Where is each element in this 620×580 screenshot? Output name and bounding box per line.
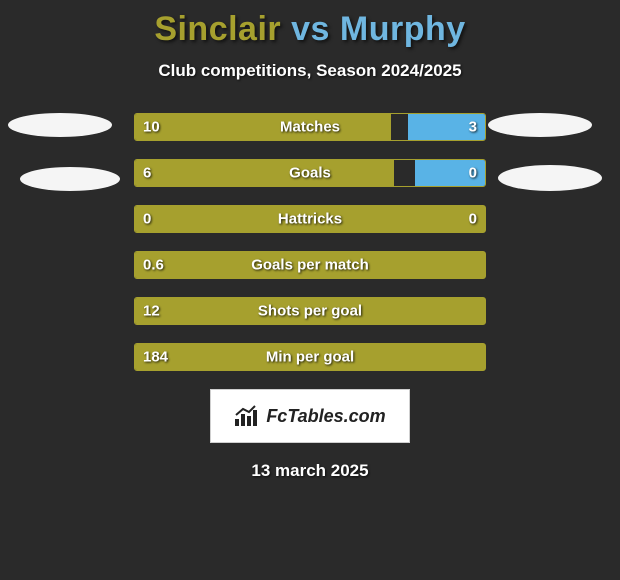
vs-label: vs: [291, 10, 330, 48]
player2-name: Murphy: [340, 10, 466, 48]
stat-value-right: 3: [469, 119, 477, 136]
comparison-title: Sinclair vs Murphy: [0, 0, 620, 49]
logo-text: FcTables.com: [266, 406, 385, 427]
chart-icon: [234, 405, 260, 427]
player-badge-ellipse: [488, 113, 592, 137]
subtitle: Club competitions, Season 2024/2025: [0, 61, 620, 81]
date-label: 13 march 2025: [0, 461, 620, 481]
player-badge-ellipse: [20, 167, 120, 191]
stat-row: 12 Shots per goal: [134, 297, 486, 325]
fctables-logo: FcTables.com: [210, 389, 410, 443]
player1-name: Sinclair: [154, 10, 281, 48]
stat-value-right: 0: [469, 165, 477, 182]
stat-metric-label: Min per goal: [266, 349, 354, 366]
stat-bar-left: [135, 114, 391, 140]
stat-row: 0 0 Hattricks: [134, 205, 486, 233]
stat-row: 184 Min per goal: [134, 343, 486, 371]
stat-value-left: 6: [143, 165, 151, 182]
stat-value-left: 0: [143, 211, 151, 228]
stat-value-left: 0.6: [143, 257, 164, 274]
player-badge-ellipse: [8, 113, 112, 137]
stat-value-left: 12: [143, 303, 160, 320]
stat-bar-left: [135, 160, 394, 186]
stat-metric-label: Shots per goal: [258, 303, 362, 320]
stat-metric-label: Matches: [280, 119, 340, 136]
stat-value-right: 0: [469, 211, 477, 228]
stat-metric-label: Hattricks: [278, 211, 342, 228]
stat-value-left: 10: [143, 119, 160, 136]
stat-row: 6 0 Goals: [134, 159, 486, 187]
stat-metric-label: Goals: [289, 165, 331, 182]
player-badge-ellipse: [498, 165, 602, 191]
stat-row: 0.6 Goals per match: [134, 251, 486, 279]
stat-row: 10 3 Matches: [134, 113, 486, 141]
stat-value-left: 184: [143, 349, 168, 366]
stat-metric-label: Goals per match: [251, 257, 369, 274]
stats-chart: 10 3 Matches 6 0 Goals 0 0 Hattricks 0.6 Goals per…: [0, 113, 620, 371]
